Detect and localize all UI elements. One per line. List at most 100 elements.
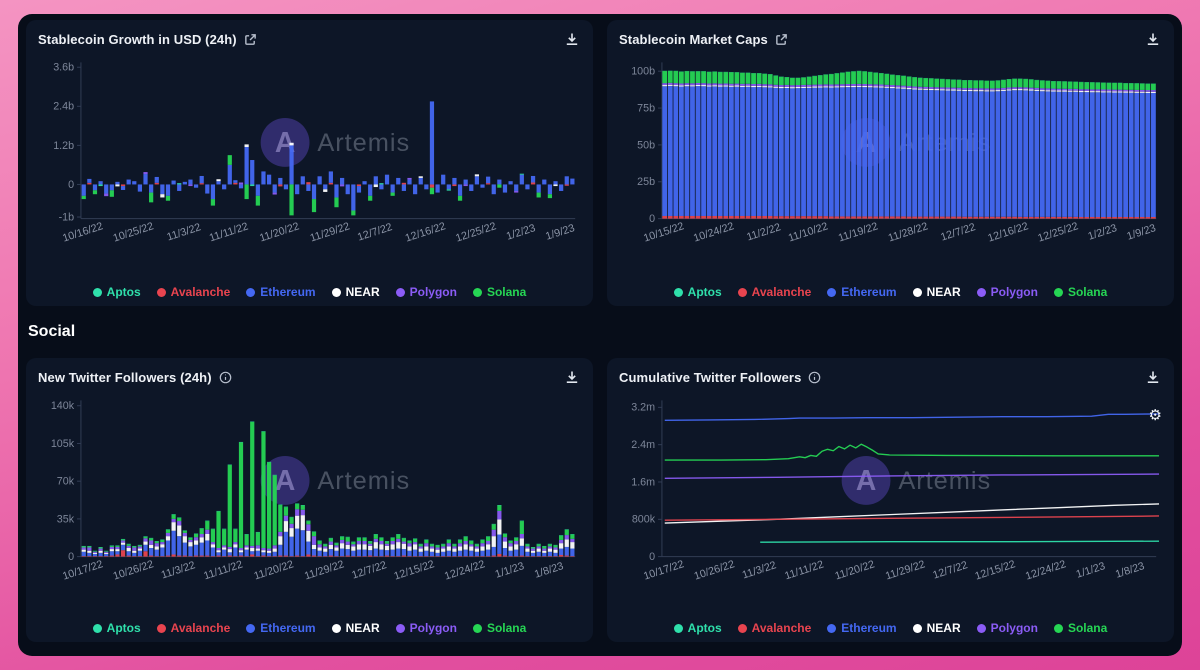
legend-item-avalanche[interactable]: Avalanche: [737, 285, 812, 299]
card-title: Stablecoin Growth in USD (24h): [38, 31, 237, 47]
legend-item-solana[interactable]: Solana: [1053, 285, 1108, 299]
svg-text:1/8/23: 1/8/23: [1114, 560, 1146, 581]
legend-label: Ethereum: [841, 285, 897, 299]
svg-text:Artemis: Artemis: [317, 467, 410, 495]
svg-text:100b: 100b: [631, 66, 655, 78]
svg-text:A: A: [275, 465, 295, 497]
chart-area-new-twitter-followers[interactable]: A Artemis 140k 105k 70k 35k 0 10/17/22 10/26/22 1…: [36, 388, 583, 620]
info-icon[interactable]: [219, 371, 232, 384]
legend-item-avalanche[interactable]: Avalanche: [156, 285, 230, 299]
legend-label: Aptos: [687, 285, 722, 299]
chart-area-stablecoin-market-caps[interactable]: AArtemis100b75b50b25b010/15/2210/24/2211…: [617, 50, 1164, 284]
legend-item-avalanche[interactable]: Avalanche: [737, 621, 811, 635]
avalanche-dot-icon: [737, 623, 747, 633]
svg-text:1/2/23: 1/2/23: [1086, 222, 1118, 243]
download-icon: [1147, 371, 1159, 383]
svg-text:Artemis: Artemis: [317, 129, 410, 157]
svg-text:12/16/22: 12/16/22: [404, 220, 447, 244]
near-dot-icon: [331, 287, 341, 297]
svg-text:1.2b: 1.2b: [53, 140, 74, 152]
legend-item-aptos[interactable]: Aptos: [673, 621, 722, 635]
legend-label: Ethereum: [841, 621, 897, 635]
svg-text:10/26/22: 10/26/22: [693, 558, 736, 582]
legend-item-aptos[interactable]: Aptos: [92, 285, 141, 299]
svg-text:-1b: -1b: [59, 211, 75, 223]
solana-dot-icon: [472, 623, 482, 633]
legend-label: NEAR: [345, 285, 380, 299]
svg-text:1/9/23: 1/9/23: [544, 222, 576, 243]
legend-item-near[interactable]: NEAR: [331, 285, 380, 299]
legend-item-ethereum[interactable]: Ethereum: [827, 285, 897, 299]
legend-item-near[interactable]: NEAR: [331, 621, 380, 635]
download-button[interactable]: [563, 30, 581, 48]
gear-icon[interactable]: ⚙: [1148, 407, 1162, 424]
svg-text:1/9/23: 1/9/23: [1125, 222, 1157, 243]
svg-text:1/8/23: 1/8/23: [533, 560, 565, 581]
svg-text:0: 0: [649, 213, 655, 225]
card-stablecoin-growth: Stablecoin Growth in USD (24h) A Artemis 3…: [26, 20, 593, 306]
legend-item-ethereum[interactable]: Ethereum: [827, 621, 897, 635]
chart-legend: Aptos Avalanche Ethereum NEAR Polygon Solana: [36, 284, 583, 302]
solana-dot-icon: [1053, 287, 1063, 297]
legend-item-ethereum[interactable]: Ethereum: [246, 285, 316, 299]
chart-area-stablecoin-growth[interactable]: A Artemis 3.6b 2.4b 1.2b 0 -1b 10/16/22 10/25/22…: [36, 50, 583, 284]
svg-text:1/1/23: 1/1/23: [1075, 560, 1107, 581]
aptos-dot-icon: [92, 287, 102, 297]
svg-text:70k: 70k: [57, 476, 75, 488]
solana-dot-icon: [1053, 623, 1063, 633]
polygon-dot-icon: [395, 287, 405, 297]
svg-text:11/29/22: 11/29/22: [884, 558, 927, 582]
svg-text:75b: 75b: [637, 102, 655, 114]
legend-item-aptos[interactable]: Aptos: [92, 621, 141, 635]
stablecoin-market-caps-chart[interactable]: AArtemis100b75b50b25b010/15/2210/24/2211…: [617, 50, 1164, 272]
legend-label: Polygon: [990, 285, 1038, 299]
svg-text:12/15/22: 12/15/22: [392, 558, 435, 582]
legend-label: NEAR: [926, 285, 961, 299]
svg-text:105k: 105k: [51, 438, 75, 450]
card-cumulative-twitter-followers: Cumulative Twitter Followers A Artemis 3.2…: [607, 358, 1174, 642]
legend-label: Aptos: [687, 621, 722, 635]
external-link-icon[interactable]: [775, 33, 788, 46]
legend-item-polygon[interactable]: Polygon: [395, 621, 457, 635]
legend-item-solana[interactable]: Solana: [472, 621, 526, 635]
chart-area-cumulative-twitter-followers[interactable]: A Artemis 3.2m 2.4m 1.6m 800k 0 10/17/22 10/26/2…: [617, 388, 1164, 620]
legend-label: Avalanche: [751, 285, 812, 299]
svg-text:12/24/22: 12/24/22: [1024, 558, 1067, 582]
near-dot-icon: [912, 623, 922, 633]
legend-item-near[interactable]: NEAR: [912, 285, 961, 299]
legend-item-ethereum[interactable]: Ethereum: [246, 621, 316, 635]
svg-text:11/11/22: 11/11/22: [202, 558, 244, 582]
legend-item-avalanche[interactable]: Avalanche: [156, 621, 230, 635]
download-button[interactable]: [1144, 368, 1162, 386]
legend-label: Aptos: [106, 285, 141, 299]
avalanche-dot-icon: [156, 623, 166, 633]
legend-item-polygon[interactable]: Polygon: [395, 285, 457, 299]
download-button[interactable]: [1144, 30, 1162, 48]
legend-item-polygon[interactable]: Polygon: [976, 621, 1038, 635]
download-button[interactable]: [563, 368, 581, 386]
legend-item-polygon[interactable]: Polygon: [976, 285, 1038, 299]
avalanche-dot-icon: [156, 287, 166, 297]
legend-label: Solana: [486, 285, 527, 299]
aptos-dot-icon: [92, 623, 102, 633]
artemis-logo-icon: [841, 456, 891, 505]
svg-text:11/3/22: 11/3/22: [741, 559, 778, 581]
legend-item-near[interactable]: NEAR: [912, 621, 961, 635]
legend-item-solana[interactable]: Solana: [472, 285, 527, 299]
aptos-dot-icon: [673, 623, 683, 633]
card-header: New Twitter Followers (24h): [36, 364, 583, 388]
polygon-dot-icon: [395, 623, 405, 633]
svg-text:11/28/22: 11/28/22: [887, 220, 930, 244]
svg-text:12/24/22: 12/24/22: [443, 558, 486, 582]
legend-item-aptos[interactable]: Aptos: [673, 285, 722, 299]
legend-label: NEAR: [345, 621, 380, 635]
svg-text:1.6m: 1.6m: [631, 476, 655, 488]
legend-label: Solana: [1067, 285, 1108, 299]
external-link-icon[interactable]: [244, 33, 257, 46]
legend-item-solana[interactable]: Solana: [1053, 621, 1107, 635]
svg-text:11/3/22: 11/3/22: [160, 559, 197, 581]
info-icon[interactable]: [808, 371, 821, 384]
